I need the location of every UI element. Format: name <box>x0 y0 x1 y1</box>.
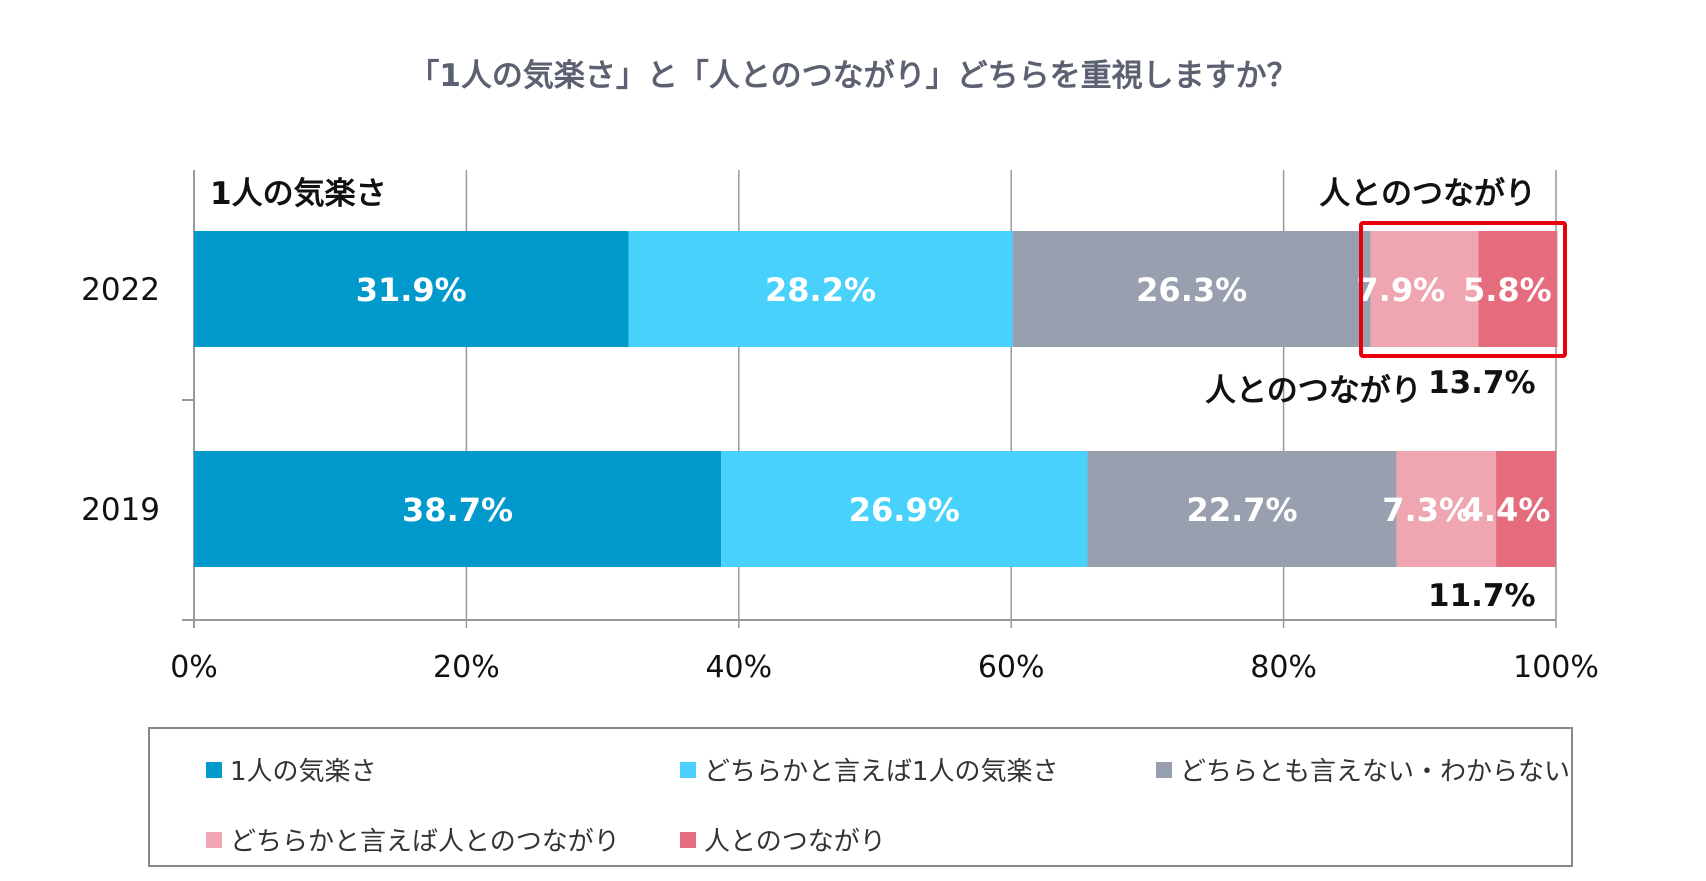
total-2022-value: 13.7% <box>1428 365 1536 401</box>
bar-segment <box>1087 451 1397 567</box>
legend-item: 人とのつながり <box>680 821 886 858</box>
bar-segment <box>721 451 1088 567</box>
legend: 1人の気楽さ どちらかと言えば1人の気楽さ どちらとも言えない・わからない どち… <box>148 727 1573 867</box>
right-header: 人とのつながり <box>1319 176 1536 212</box>
legend-swatch <box>206 831 222 848</box>
y-category-label: 2022 <box>81 272 160 308</box>
data-label: 4.4% <box>1462 491 1551 529</box>
legend-label: どちらとも言えない・わからない <box>1180 757 1571 787</box>
bar-segment <box>194 231 629 347</box>
left-header: 1人の気楽さ <box>210 176 387 212</box>
data-label: 22.7% <box>1187 491 1298 529</box>
legend-item: 1人の気楽さ <box>206 751 377 788</box>
data-label: 26.3% <box>1136 271 1247 309</box>
legend-swatch <box>680 761 696 778</box>
legend-label: どちらかと言えば1人の気楽さ <box>704 757 1059 787</box>
legend-swatch <box>1156 761 1172 778</box>
x-tick-label: 100% <box>1513 650 1599 685</box>
y-category-label: 2019 <box>81 492 160 528</box>
legend-item: どちらとも言えない・わからない <box>1156 751 1570 788</box>
legend-swatch <box>206 761 222 778</box>
data-label: 26.9% <box>849 491 960 529</box>
legend-swatch <box>680 831 696 848</box>
chart-title: 「1人の気楽さ」と「人とのつながり」どちらを重視しますか？ <box>408 58 1298 94</box>
total-2022-label: 人とのつながり <box>1205 373 1422 409</box>
data-label: 28.2% <box>765 271 876 309</box>
data-label: 7.9% <box>1356 271 1445 309</box>
bar-segment <box>194 451 722 567</box>
legend-label: どちらかと言えば人とのつながり <box>230 827 620 857</box>
data-label: 5.8% <box>1463 271 1552 309</box>
legend-label: 1人の気楽さ <box>230 757 377 787</box>
x-tick-label: 0% <box>170 650 218 685</box>
bar-segment <box>1012 231 1371 347</box>
x-tick-label: 60% <box>978 650 1045 685</box>
data-label: 38.7% <box>402 491 513 529</box>
bar-segment <box>1396 451 1497 567</box>
bar-segment <box>1478 231 1558 347</box>
total-2019-value: 11.7% <box>1428 578 1536 614</box>
legend-item: どちらかと言えば人とのつながり <box>206 821 620 858</box>
x-tick-label: 80% <box>1250 650 1317 685</box>
legend-label: 人とのつながり <box>704 827 886 857</box>
highlight-box <box>1359 221 1567 358</box>
bar-segment <box>1370 231 1479 347</box>
x-tick-label: 40% <box>705 650 772 685</box>
bar-segment <box>628 231 1013 347</box>
data-label: 7.3% <box>1382 491 1471 529</box>
data-label: 31.9% <box>356 271 467 309</box>
bar-segment <box>1496 451 1556 567</box>
x-tick-label: 20% <box>433 650 500 685</box>
legend-item: どちらかと言えば1人の気楽さ <box>680 751 1059 788</box>
